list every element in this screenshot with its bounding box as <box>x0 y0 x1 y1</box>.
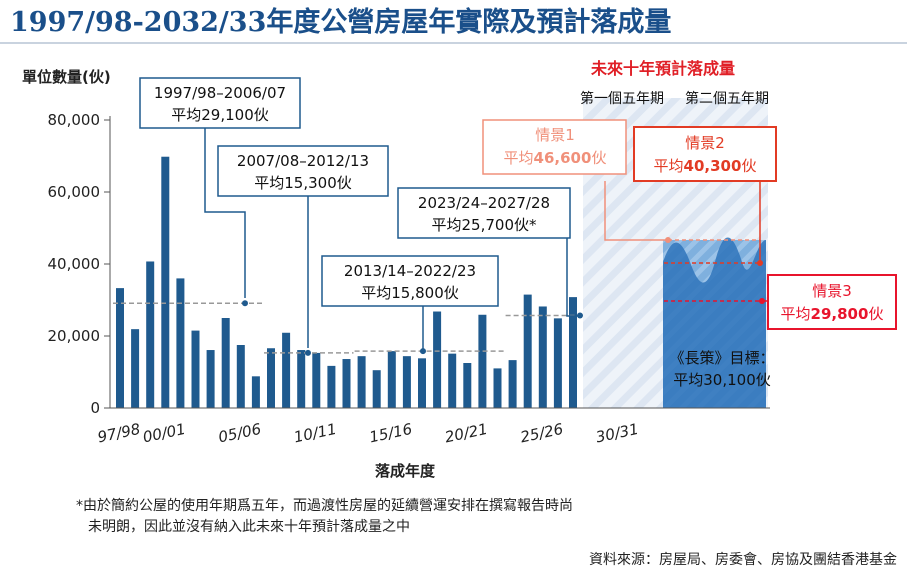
bar-21/22 <box>478 314 487 408</box>
avg-callout-1: 1997/98–2006/07 平均29,100伙 <box>139 77 301 298</box>
bar-18/19 <box>433 311 442 408</box>
x-tick-label: 00/01 <box>141 420 187 447</box>
avg-3-period: 2013/14–2022/23 <box>344 262 476 280</box>
forecast-wave <box>663 237 766 408</box>
bar-15/16 <box>387 351 396 408</box>
y-tick-label: 0 <box>90 399 100 417</box>
forecast-first-period: 第一個五年期 <box>580 90 664 107</box>
bar-02/03 <box>191 330 200 408</box>
scenario-1-name: 情景1 <box>535 126 575 144</box>
avg-4-period: 2023/24–2027/28 <box>418 194 550 212</box>
avg-4-label: 平均25,700伙* <box>432 216 537 234</box>
bar-12/13 <box>342 359 351 408</box>
svg-text:平均46,600伙: 平均46,600伙 <box>504 149 607 167</box>
scenario-1-prefix: 平均 <box>504 149 534 167</box>
bar-05/06 <box>236 345 245 408</box>
x-tick-label: 15/16 <box>368 420 414 447</box>
bar-25/26 <box>538 306 547 408</box>
average-dot-3 <box>420 348 426 355</box>
footnote-line-1: *由於簡約公屋的使用年期爲五年，而過渡性房屋的延續營運安排在撰寫報告時尚 <box>76 497 573 514</box>
bar-08/09 <box>282 332 291 408</box>
y-tick-label: 60,000 <box>48 183 101 201</box>
scenario-2-name: 情景2 <box>685 134 725 152</box>
bar-11/12 <box>327 365 336 408</box>
scenario-3-callout: 情景3 平均29,800伙 <box>664 274 897 330</box>
scenario-2-suffix: 伙 <box>741 157 756 175</box>
avg-3-label: 平均15,800伙 <box>361 284 459 302</box>
x-tick-label: 10/11 <box>292 420 338 447</box>
avg-callout-2: 2007/08–2012/13 平均15,300伙 <box>217 145 389 348</box>
source-note: 資料來源：房屋局、房委會、房協及團結香港基金 <box>589 551 897 568</box>
bar-07/08 <box>267 348 275 408</box>
y-tick-label: 40,000 <box>48 255 101 273</box>
scenario-1-suffix: 伙 <box>591 149 606 167</box>
x-tick-label: 30/31 <box>594 420 640 447</box>
scenario-3-suffix: 伙 <box>868 305 883 323</box>
bar-16/17 <box>402 356 411 408</box>
average-dot-2 <box>305 349 311 356</box>
x-tick-label: 20/21 <box>443 420 489 447</box>
y-tick-label: 20,000 <box>48 327 101 345</box>
avg-2-label: 平均15,300伙 <box>254 174 352 192</box>
bar-97/98 <box>116 288 124 408</box>
bar-04/05 <box>221 318 230 408</box>
bar-17/18 <box>418 358 426 408</box>
scenario-2-callout: 情景2 平均40,300伙 <box>633 126 777 266</box>
x-tick-label: 97/98 <box>96 420 142 447</box>
forecast-second-period: 第二個五年期 <box>685 90 769 107</box>
scenario-1-value: 46,600 <box>534 149 592 167</box>
x-tick-label: 05/06 <box>217 420 263 447</box>
scenario-1-callout: 情景1 平均46,600伙 <box>482 119 760 243</box>
avg-2-period: 2007/08–2012/13 <box>237 152 369 170</box>
bar-20/21 <box>463 363 472 408</box>
bars <box>116 156 577 408</box>
y-tick-label: 80,000 <box>48 111 101 129</box>
bar-00/01 <box>161 156 170 408</box>
bar-23/24 <box>508 360 517 408</box>
average-lines <box>113 300 583 356</box>
bar-19/20 <box>448 353 457 408</box>
y-axis-label: 單位數量(伙) <box>22 68 111 86</box>
footnote-line-2: 未明朗，因此並沒有納入此未來十年預計落成量之中 <box>88 518 410 535</box>
chart-title: 1997/98-2032/33年度公營房屋年實際及預計落成量 <box>10 6 671 38</box>
bar-14/15 <box>372 370 381 408</box>
scenario-3-name: 情景3 <box>812 282 852 300</box>
avg-callout-4: 2023/24–2027/28 平均25,700伙* <box>397 187 580 317</box>
avg-callout-3: 2013/14–2022/23 平均15,800伙 <box>321 255 499 350</box>
bar-24/25 <box>523 294 532 408</box>
bar-06/07 <box>251 376 260 408</box>
scenario-2-value: 40,300 <box>684 157 742 175</box>
scenario-2-prefix: 平均 <box>654 157 684 175</box>
x-tick-label: 25/26 <box>519 420 565 447</box>
target-line-1: 《長策》目標： <box>669 349 774 367</box>
bar-99/00 <box>146 261 155 408</box>
forecast-header: 未來十年預計落成量 <box>590 59 735 78</box>
svg-text:平均29,800伙: 平均29,800伙 <box>781 305 884 323</box>
bar-98/99 <box>131 329 140 408</box>
bar-09/10 <box>297 350 306 408</box>
avg-1-label: 平均29,100伙 <box>171 106 269 124</box>
x-axis-label: 落成年度 <box>375 462 436 480</box>
bar-26/27 <box>553 318 562 408</box>
bar-13/14 <box>357 356 366 408</box>
bar-27/28 <box>569 297 577 408</box>
bar-03/04 <box>206 350 215 408</box>
bar-01/02 <box>176 278 185 408</box>
avg-1-period: 1997/98–2006/07 <box>154 84 286 102</box>
scenario-3-prefix: 平均 <box>781 305 811 323</box>
scenario-3-value: 29,800 <box>811 305 869 323</box>
target-line-2: 平均30,100伙 <box>673 371 771 389</box>
x-axis: 97/98 00/01 05/06 10/11 15/16 20/21 25/26 30/31 <box>96 407 770 447</box>
bar-10/11 <box>312 352 321 408</box>
y-axis: 0 20,000 40,000 60,000 80,000 <box>48 111 111 417</box>
svg-text:平均40,300伙: 平均40,300伙 <box>654 157 757 175</box>
bar-22/23 <box>493 368 502 408</box>
average-dot-1 <box>242 300 248 307</box>
